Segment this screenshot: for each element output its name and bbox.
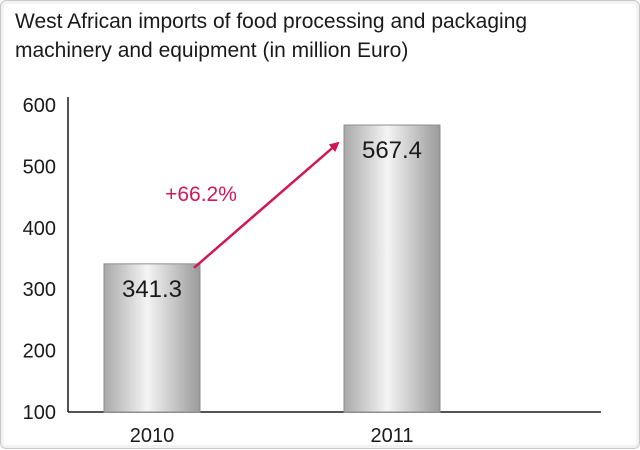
y-tick-label: 400 xyxy=(23,218,56,240)
chart-title: West African imports of food processing … xyxy=(15,10,528,62)
x-tick-label-2011: 2011 xyxy=(370,425,413,447)
y-tick-label: 300 xyxy=(23,279,56,301)
y-tick-label: 200 xyxy=(23,341,56,363)
growth-arrow xyxy=(193,141,340,269)
data-label-2010: 341.3 xyxy=(122,276,182,303)
y-tick-label: 500 xyxy=(23,156,56,178)
y-tick-label: 100 xyxy=(23,402,56,424)
y-tick-label: 600 xyxy=(23,95,56,117)
growth-annotation: +66.2% xyxy=(165,183,237,206)
bar-2010 xyxy=(103,263,201,413)
bar-2011 xyxy=(343,124,441,413)
data-label-2011: 567.4 xyxy=(362,137,422,164)
x-tick-label-2010: 2010 xyxy=(130,425,175,447)
